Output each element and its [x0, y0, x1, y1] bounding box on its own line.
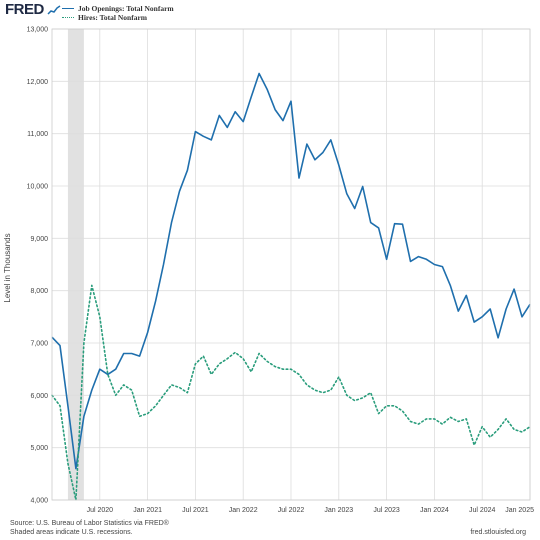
footer-source: Source: U.S. Bureau of Labor Statistics … [10, 520, 169, 527]
legend-label-openings: Job Openings: Total Nonfarm [78, 4, 174, 13]
x-tick-label: Jan 2021 [133, 507, 162, 514]
y-tick-label: 13,000 [27, 27, 49, 34]
y-axis-label: Level in Thousands [3, 233, 12, 302]
y-tick-label: 11,000 [27, 131, 48, 138]
x-tick-label: Jul 2021 [182, 507, 209, 514]
plot-border [51, 28, 531, 501]
x-tick-label: Jan 2024 [420, 507, 449, 514]
legend-swatch-openings [62, 8, 74, 9]
y-tick-label: 10,000 [27, 184, 49, 191]
legend-item-hires[interactable]: Hires: Total Nonfarm [62, 13, 147, 22]
footer-recession-note: Shaded areas indicate U.S. recessions. [10, 529, 133, 536]
fred-line-chart-icon [47, 5, 61, 15]
fred-logo[interactable]: FRED [5, 1, 44, 18]
y-tick-label: 8,000 [30, 288, 48, 295]
chart-header: FRED Job Openings: Total Nonfarm Hires: … [0, 0, 540, 24]
y-tick-label: 6,000 [30, 393, 48, 400]
y-tick-label: 9,000 [30, 236, 48, 243]
y-tick-label: 7,000 [30, 341, 48, 348]
footer-url[interactable]: fred.stlouisfed.org [470, 529, 526, 536]
series-line-hires [51, 284, 531, 501]
x-tick-label: Jan 2023 [324, 507, 353, 514]
y-axis-ticks: 4,000 5,000 6,000 7,000 8,000 9,000 10,000 11,0… [27, 27, 49, 505]
recession-shade [67, 29, 84, 500]
x-axis-ticks: Jul 2020 Jan 2021 Jul 2021 Jan 2022 Jul 2022… [87, 507, 535, 514]
x-tick-label: Jul 2020 [87, 507, 114, 514]
x-tick-label: Jan 2025 [505, 507, 534, 514]
plot-area [51, 28, 531, 501]
y-tick-label: 12,000 [27, 79, 49, 86]
legend-label-hires: Hires: Total Nonfarm [78, 13, 148, 22]
y-tick-label: 5,000 [30, 445, 48, 452]
legend-swatch-hires [62, 17, 74, 18]
x-tick-label: Jul 2022 [278, 507, 305, 514]
x-tick-label: Jan 2022 [229, 507, 258, 514]
legend-item-openings[interactable]: Job Openings: Total Nonfarm [62, 4, 174, 13]
x-tick-label: Jul 2023 [373, 507, 400, 514]
y-tick-label: 4,000 [30, 498, 48, 505]
series-line-job-openings [51, 72, 531, 470]
x-tick-label: Jul 2024 [469, 507, 496, 514]
